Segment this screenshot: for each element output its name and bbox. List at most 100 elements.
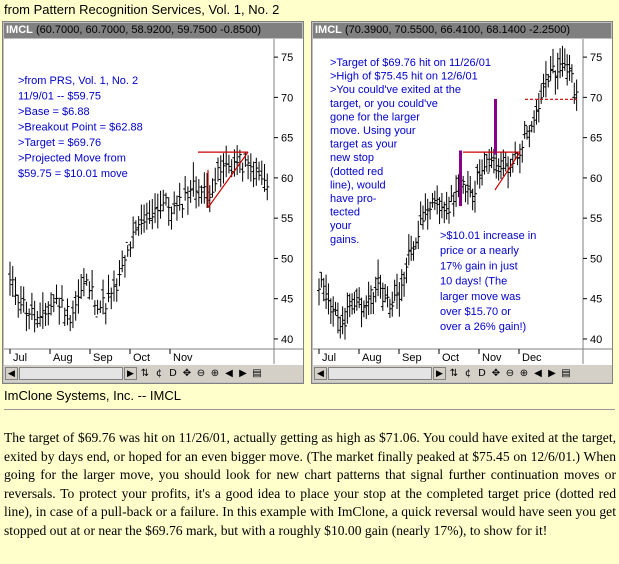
left-annotation-line: >from PRS, Vol. 1, No. 2 [18, 75, 138, 87]
right-annotation-line: new stop [330, 152, 374, 164]
left-annotation-line: >Projected Move from [18, 153, 126, 165]
left-annotation-line: $59.75 = $10.01 move [18, 168, 128, 180]
y-tick-label: 65 [590, 133, 602, 145]
right-annotation-gain-line: over a 26% gain!) [440, 321, 526, 333]
left-chart-toolbar: ◀ ▶ ⇅ ¢ D ✥ ⊖ ⊕ ◀ ▶ ▤ [4, 364, 303, 382]
left-chart-quote: (60.7000, 60.7000, 58.9200, 59.7500 -0.8… [35, 24, 262, 36]
next-icon[interactable]: ▶ [548, 368, 556, 379]
left-chart-titlebar[interactable]: IMCL (60.7000, 60.7000, 58.9200, 59.7500… [4, 23, 302, 38]
right-scrollbar-track[interactable] [328, 367, 432, 380]
left-chart-window[interactable]: IMCL (60.7000, 60.7000, 58.9200, 59.7500… [2, 21, 304, 384]
zoom-out-icon[interactable]: ⊖ [196, 368, 206, 379]
x-tick-label: Oct [133, 352, 150, 364]
right-annotation-line: move. Using your [330, 125, 416, 137]
zoom-in-icon[interactable]: ⊕ [519, 368, 529, 379]
data-icon[interactable]: ¢ [464, 368, 472, 379]
right-annotation-line: line), would [330, 179, 386, 191]
support-trendline [494, 151, 521, 191]
y-tick-label: 40 [590, 334, 602, 346]
left-annotation-line: >Target = $69.76 [18, 137, 101, 149]
x-tick-label: Aug [53, 352, 73, 364]
left-chart-symbol: IMCL [6, 24, 33, 36]
x-tick-label: Jul [322, 352, 336, 364]
article-paragraph: The target of $69.76 was hit on 11/26/01… [4, 430, 616, 538]
d-icon[interactable]: D [169, 368, 177, 379]
scroll-right-icon[interactable]: ▶ [124, 367, 137, 380]
y-tick-label: 55 [281, 213, 293, 225]
measure-bar-target [494, 98, 497, 155]
right-annotation-gain-line: 10 days! (The [440, 276, 507, 288]
left-annotation-line: 11/9/01 -- $59.75 [18, 91, 101, 103]
zoom-out-icon[interactable]: ⊖ [505, 368, 515, 379]
right-annotation-line: gone for the larger [330, 111, 420, 123]
chart-caption: ImClone Systems, Inc. -- IMCL [4, 388, 181, 403]
y-tick-label: 60 [590, 173, 602, 185]
x-tick-label: Sep [93, 352, 113, 364]
y-tick-label: 60 [281, 173, 293, 185]
right-annotation-line: >Target of $69.76 hit on 11/26/01 [330, 57, 491, 69]
prev-icon[interactable]: ◀ [534, 368, 542, 379]
right-chart-plot: 40 45 50 55 60 65 70 75 Jul Aug Sep Oct Nov Dec >Targe… [313, 39, 612, 366]
scroll-left-icon[interactable]: ◀ [314, 367, 327, 380]
left-chart-plot: 40 45 50 55 60 65 70 75 Jul Aug Sep Oct Nov >from PRS… [4, 39, 303, 366]
right-annotation-line: your [330, 220, 352, 232]
menu-icon[interactable]: ▤ [561, 368, 571, 379]
y-tick-label: 55 [590, 213, 602, 225]
cycle-icon[interactable]: ⇅ [449, 368, 459, 379]
d-icon[interactable]: D [478, 368, 486, 379]
right-annotation-gain-line: over $15.70 or [440, 306, 511, 318]
left-annotation-line: >Base = $6.88 [18, 106, 90, 118]
y-tick-label: 50 [590, 253, 602, 265]
x-tick-label: Sep [402, 352, 422, 364]
scroll-right-icon[interactable]: ▶ [433, 367, 446, 380]
y-tick-label: 45 [281, 294, 293, 306]
right-chart-titlebar[interactable]: IMCL (70.3900, 70.5500, 66.4100, 68.1400… [313, 23, 611, 38]
right-chart-symbol: IMCL [315, 24, 342, 36]
y-tick-label: 75 [590, 52, 602, 64]
zoom-in-icon[interactable]: ⊕ [210, 368, 220, 379]
x-tick-label: Oct [442, 352, 459, 364]
right-annotation-line: have pro- [330, 193, 377, 205]
measure-bar-base [459, 150, 462, 207]
x-tick-label: Aug [362, 352, 382, 364]
prev-icon[interactable]: ◀ [225, 368, 233, 379]
right-annotation-line: target as your [330, 139, 398, 151]
support-trendline [207, 151, 249, 209]
right-annotation-line: >You could've exited at the [330, 84, 461, 96]
x-tick-label: Nov [482, 352, 502, 364]
y-tick-label: 50 [281, 253, 293, 265]
y-tick-label: 70 [590, 92, 602, 104]
y-tick-label: 70 [281, 92, 293, 104]
x-tick-label: Nov [173, 352, 193, 364]
left-scrollbar-track[interactable] [19, 367, 123, 380]
right-chart-toolbar: ◀ ▶ ⇅ ¢ D ✥ ⊖ ⊕ ◀ ▶ ▤ [313, 364, 612, 382]
y-tick-label: 65 [281, 133, 293, 145]
right-annotation-line: >High of $75.45 hit on 12/6/01 [330, 71, 478, 83]
right-chart-quote: (70.3900, 70.5500, 66.4100, 68.1400 -2.2… [344, 24, 571, 36]
menu-icon[interactable]: ▤ [252, 368, 262, 379]
right-annotation-line: (dotted red [330, 166, 383, 178]
next-icon[interactable]: ▶ [239, 368, 247, 379]
move-icon[interactable]: ✥ [491, 368, 501, 379]
right-annotation-gain-line: >$10.01 increase in [440, 230, 536, 242]
right-annotation-gain-line: larger move was [440, 291, 521, 303]
scroll-left-icon[interactable]: ◀ [5, 367, 18, 380]
y-tick-label: 45 [590, 294, 602, 306]
left-chart-svg: 40 45 50 55 60 65 70 75 Jul Aug Sep Oct Nov >from PRS… [4, 39, 303, 365]
move-icon[interactable]: ✥ [182, 368, 192, 379]
right-annotation-gain-line: price or a nearly [440, 245, 519, 257]
x-tick-label: Dec [522, 352, 542, 364]
right-annotation-line: gains. [330, 234, 359, 246]
data-icon[interactable]: ¢ [155, 368, 163, 379]
right-annotation-line: target, or you could've [330, 98, 438, 110]
right-chart-window[interactable]: IMCL (70.3900, 70.5500, 66.4100, 68.1400… [311, 21, 613, 384]
right-annotation-gain-line: 17% gain in just [440, 260, 518, 272]
right-chart-svg: 40 45 50 55 60 65 70 75 Jul Aug Sep Oct Nov Dec >Targe… [313, 39, 612, 365]
right-annotation-line: tected [330, 207, 360, 219]
cycle-icon[interactable]: ⇅ [140, 368, 150, 379]
left-annotation-line: >Breakout Point = $62.88 [18, 122, 143, 134]
y-tick-label: 75 [281, 52, 293, 64]
y-tick-label: 40 [281, 334, 293, 346]
divider [4, 409, 615, 410]
page-title: from Pattern Recognition Services, Vol. … [4, 2, 280, 17]
